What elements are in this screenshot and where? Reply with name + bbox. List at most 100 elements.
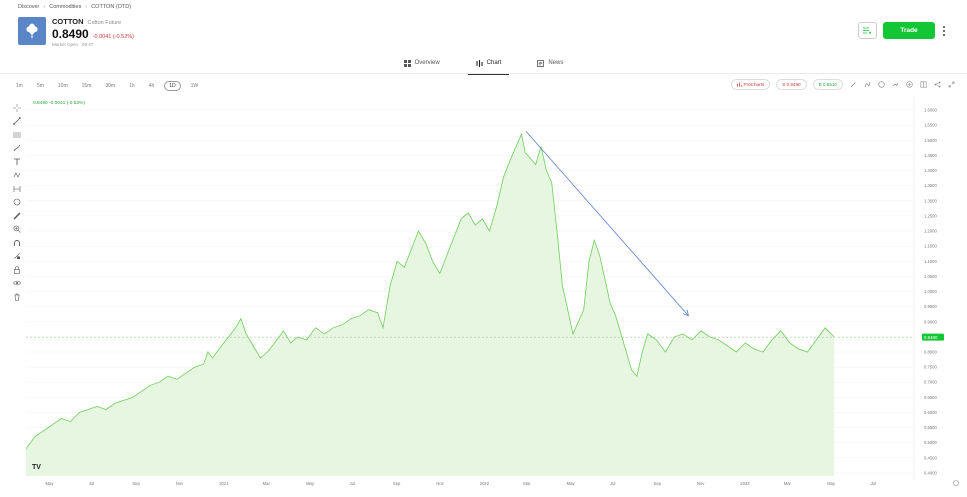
procharts-icon: [736, 82, 742, 87]
tab-bar: Overview Chart News: [0, 52, 967, 75]
chart-toolbar-right: ProCharts S 0.8490 B 0.8510: [730, 79, 956, 90]
timeframe-5m[interactable]: 5m: [36, 83, 44, 89]
tab-chart[interactable]: Chart: [467, 52, 509, 75]
x-tick-label: 2021: [219, 481, 229, 486]
measure-icon[interactable]: [11, 182, 23, 196]
y-tick-label: 1.2500: [924, 213, 937, 218]
watchlist-button[interactable]: [858, 22, 877, 39]
trendline-tool-icon[interactable]: [11, 115, 23, 129]
pencil-icon[interactable]: [849, 81, 857, 89]
sell-button[interactable]: S 0.8490: [776, 79, 807, 90]
breadcrumb-current: COTTON (OTD): [91, 4, 132, 10]
crosshair-icon[interactable]: [11, 101, 23, 115]
instrument-name: Cotton Future: [87, 20, 122, 26]
x-tick-label: 2022: [480, 481, 490, 486]
y-tick-label: 0.9000: [924, 319, 937, 324]
indicators-icon[interactable]: [863, 81, 871, 89]
y-tick-label: 0.8000: [924, 350, 937, 355]
timeframe-1m[interactable]: 1m: [16, 83, 23, 89]
timeframe-1d[interactable]: 1D: [164, 81, 181, 91]
horizontal-lines-icon[interactable]: [11, 128, 23, 142]
magnet-icon[interactable]: [11, 236, 23, 250]
news-icon: [537, 59, 545, 67]
timeframe-4h[interactable]: 4h: [148, 83, 155, 89]
text-tool-icon[interactable]: [11, 155, 23, 169]
timeframe-1h[interactable]: 1h: [129, 83, 135, 89]
timeframe-1w[interactable]: 1W: [190, 83, 199, 89]
x-tick-label: May: [567, 481, 576, 486]
emoji-icon[interactable]: [11, 196, 23, 210]
x-tick-label: May: [46, 481, 55, 486]
breadcrumb-commodities[interactable]: Commodities: [49, 4, 82, 10]
price-area-fill: [26, 134, 835, 476]
y-tick-label: 1.0000: [924, 289, 937, 294]
breadcrumb: Discover › Commodities › COTTON (OTD): [18, 4, 131, 10]
y-tick-label: 0.5000: [924, 440, 937, 445]
ruler-icon[interactable]: [11, 209, 23, 223]
procharts-button[interactable]: ProCharts: [730, 79, 771, 90]
breadcrumb-discover[interactable]: Discover: [18, 4, 40, 10]
tab-overview[interactable]: Overview: [400, 52, 444, 74]
lock-drawing-icon[interactable]: [11, 250, 23, 264]
tab-news[interactable]: News: [533, 52, 567, 74]
zoom-in-icon[interactable]: [11, 223, 23, 237]
y-tick-label: 1.4500: [924, 153, 937, 158]
brush-icon[interactable]: [11, 142, 23, 156]
x-tick-label: May: [306, 481, 315, 486]
market-status: Market Open · 09:47: [52, 42, 94, 47]
tab-news-label: News: [548, 60, 564, 66]
current-price-label: 0.8490: [924, 335, 938, 340]
fullscreen-icon[interactable]: [947, 81, 955, 89]
y-tick-label: 0.6500: [924, 395, 937, 400]
more-options-icon[interactable]: [941, 24, 947, 38]
timeframe-30m[interactable]: 30m: [105, 83, 116, 89]
x-tick-label: Mar: [784, 481, 792, 486]
smiley-icon[interactable]: [877, 81, 885, 89]
tradingview-logo-icon: TV: [32, 464, 41, 471]
buy-button[interactable]: B 0.8510: [812, 79, 843, 90]
trendline: [525, 130, 689, 316]
cotton-logo-icon: [18, 17, 46, 45]
y-tick-label: 1.3000: [924, 198, 937, 203]
add-icon[interactable]: [905, 81, 913, 89]
y-tick-label: 0.4500: [924, 455, 937, 460]
pattern-icon[interactable]: [11, 169, 23, 183]
x-tick-label: Nov: [697, 481, 705, 486]
compare-icon[interactable]: [891, 81, 899, 89]
y-axis: 1.6000 1.5500 1.5000 1.4500 1.4000 1.3500 1.30…: [913, 96, 937, 480]
header-actions: Trade: [858, 22, 947, 39]
y-tick-label: 1.6000: [924, 108, 937, 113]
breadcrumb-separator: ›: [43, 4, 46, 10]
price-chart[interactable]: 1.6000 1.5500 1.5000 1.4500 1.4000 1.3500 1.30…: [26, 96, 965, 488]
y-tick-label: 0.6000: [924, 410, 937, 415]
lock-icon[interactable]: [11, 263, 23, 277]
trash-icon[interactable]: [11, 290, 23, 304]
trendline-arrow-icon: [682, 309, 689, 317]
y-tick-label: 0.4000: [924, 470, 937, 475]
y-tick-label: 0.5500: [924, 425, 937, 430]
timeframe-10m[interactable]: 10m: [57, 83, 68, 89]
instrument-header: COTTON Cotton Future 0.8490 -0.0041 (-0.…: [18, 17, 134, 47]
current-price-badge: [922, 333, 944, 341]
instrument-symbol: COTTON: [52, 17, 84, 26]
x-tick-label: Sep: [132, 481, 140, 486]
share-icon[interactable]: [933, 81, 941, 89]
timeframe-15m[interactable]: 15m: [81, 83, 92, 89]
settings-icon[interactable]: [953, 480, 959, 486]
x-tick-label: Nov: [436, 481, 444, 486]
y-tick-label: 0.7500: [924, 365, 937, 370]
x-tick-label: Jul: [349, 481, 354, 486]
y-tick-label: 1.2000: [924, 229, 937, 234]
y-tick-label: 1.0500: [924, 274, 937, 279]
x-tick-label: Jul: [610, 481, 615, 486]
breadcrumb-separator: ›: [85, 4, 88, 10]
eye-icon[interactable]: [11, 277, 23, 291]
tab-chart-label: Chart: [486, 60, 502, 66]
price-line: [26, 132, 835, 450]
y-tick-label: 0.7000: [924, 380, 937, 385]
x-axis: May Jul Sep Nov 2021 Mar May Jul Sep Nov 2022 Mar Ma…: [46, 481, 876, 486]
y-tick-label: 1.3500: [924, 183, 937, 188]
y-tick-label: 1.1500: [924, 244, 937, 249]
trade-button[interactable]: Trade: [883, 22, 935, 39]
layout-icon[interactable]: [919, 81, 927, 89]
